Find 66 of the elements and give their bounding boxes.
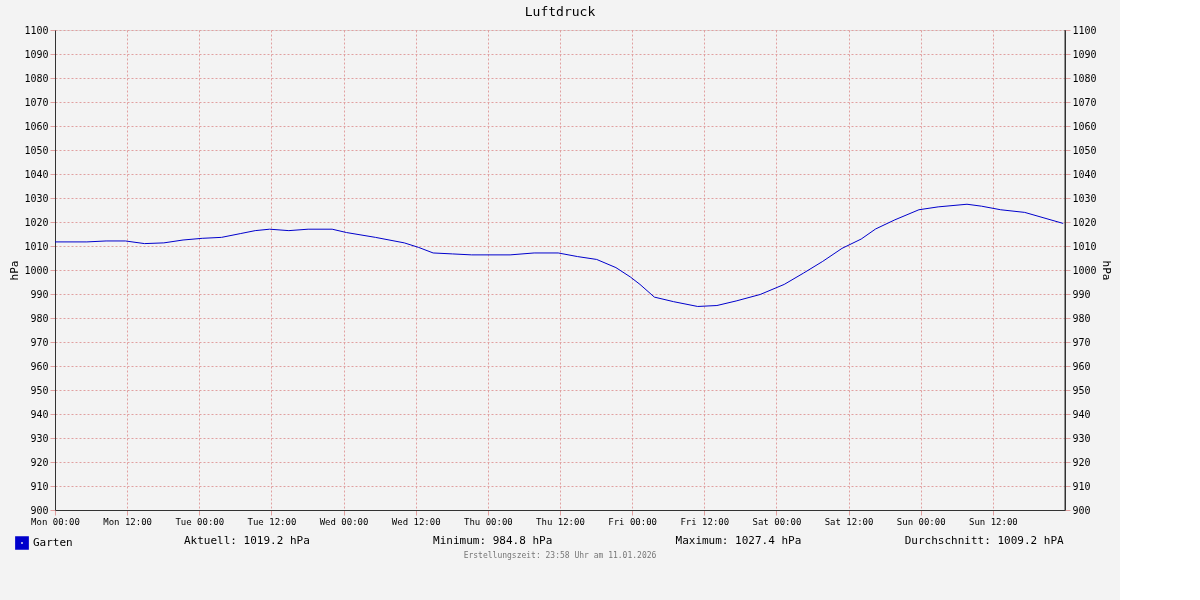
y-tick-label: 1070 [24,96,49,108]
y-tick-label: 1100 [24,24,49,36]
x-tick-label: Sun 12:00 [968,516,1018,527]
y2-tick-label: 920 [1072,456,1091,468]
y2-tick-label: 1020 [1072,216,1097,228]
y-tick-label: 900 [30,504,49,516]
y2-tick-label: 1080 [1072,72,1097,84]
x-tick-label: Mon 12:00 [103,516,153,527]
legend-label: Garten [33,536,73,549]
y-tick-label: 970 [30,336,49,348]
x-tick-label: Fri 12:00 [680,516,730,527]
x-tick-label: Fri 00:00 [608,516,658,527]
y-tick-label: 1010 [24,240,49,252]
text: Aktuell: 1019.2 hPa [183,534,310,547]
x-tick-label: Thu 00:00 [463,516,513,527]
y-tick-label: 1050 [24,144,49,156]
text: Maximum: 1027.4 hPa [675,534,802,547]
y2-axis-title: hPa [1099,260,1113,281]
x-tick-label: Tue 12:00 [247,516,297,527]
y2-tick-label: 1030 [1072,192,1097,204]
y-tick-label: 930 [30,432,49,444]
y-tick-label: 980 [30,312,49,324]
x-tick-label: Mon 00:00 [31,516,80,527]
x-tick-label: Thu 12:00 [536,516,585,527]
y2-tick-label: 1060 [1072,120,1097,132]
y-tick-label: 1000 [24,264,49,276]
y2-tick-label: 980 [1072,312,1091,324]
y2-tick-label: 1070 [1072,96,1097,108]
x-tick-label: Wed 12:00 [391,516,441,527]
y-tick-label: 1040 [24,168,49,180]
y-tick-label: 960 [30,360,49,372]
y2-tick-label: 910 [1072,480,1091,492]
y2-tick-label: 990 [1072,288,1091,300]
y2-tick-label: 950 [1072,384,1091,396]
y2-tick-label: 970 [1072,336,1091,348]
y-tick-label: 1080 [24,72,49,84]
y2-tick-label: 1090 [1072,48,1097,60]
y-tick-label: 1060 [24,120,49,132]
x-tick-label: Wed 00:00 [319,516,369,527]
y2-tick-label: 1010 [1072,240,1097,252]
y2-tick-label: 930 [1072,432,1091,444]
y2-tick-label: 1050 [1072,144,1097,156]
y2-tick-label: 900 [1072,504,1091,516]
x-tick-label: Sat 00:00 [752,516,802,527]
y-axis-title: hPa [8,260,22,281]
x-tick-label: Sun 00:00 [896,516,946,527]
y2-tick-label: 1100 [1072,24,1097,36]
y-tick-label: 990 [30,288,49,300]
text: Minimum: 984.8 hPa [433,534,553,547]
text: Erstellungszeit: 23:58 Uhr am 11.01.2026 [463,551,657,560]
y-tick-label: 940 [30,408,49,420]
y-tick-label: 910 [30,480,49,492]
chart-title: Luftdruck [524,4,596,19]
y-tick-label: 950 [30,384,49,396]
y-tick-label: 1090 [24,48,49,60]
y-tick-label: 1030 [24,192,49,204]
x-tick-label: Tue 00:00 [175,516,225,527]
y-tick-label: 920 [30,456,49,468]
y2-tick-label: 1040 [1072,168,1097,180]
x-tick-label: Sat 12:00 [824,516,874,527]
y2-tick-label: 1000 [1072,264,1097,276]
text: Durchschnitt: 1009.2 hPA [904,534,1065,547]
y2-tick-label: 940 [1072,408,1091,420]
y2-tick-label: 960 [1072,360,1091,372]
y-tick-label: 1020 [24,216,49,228]
line-series [54,203,1064,307]
